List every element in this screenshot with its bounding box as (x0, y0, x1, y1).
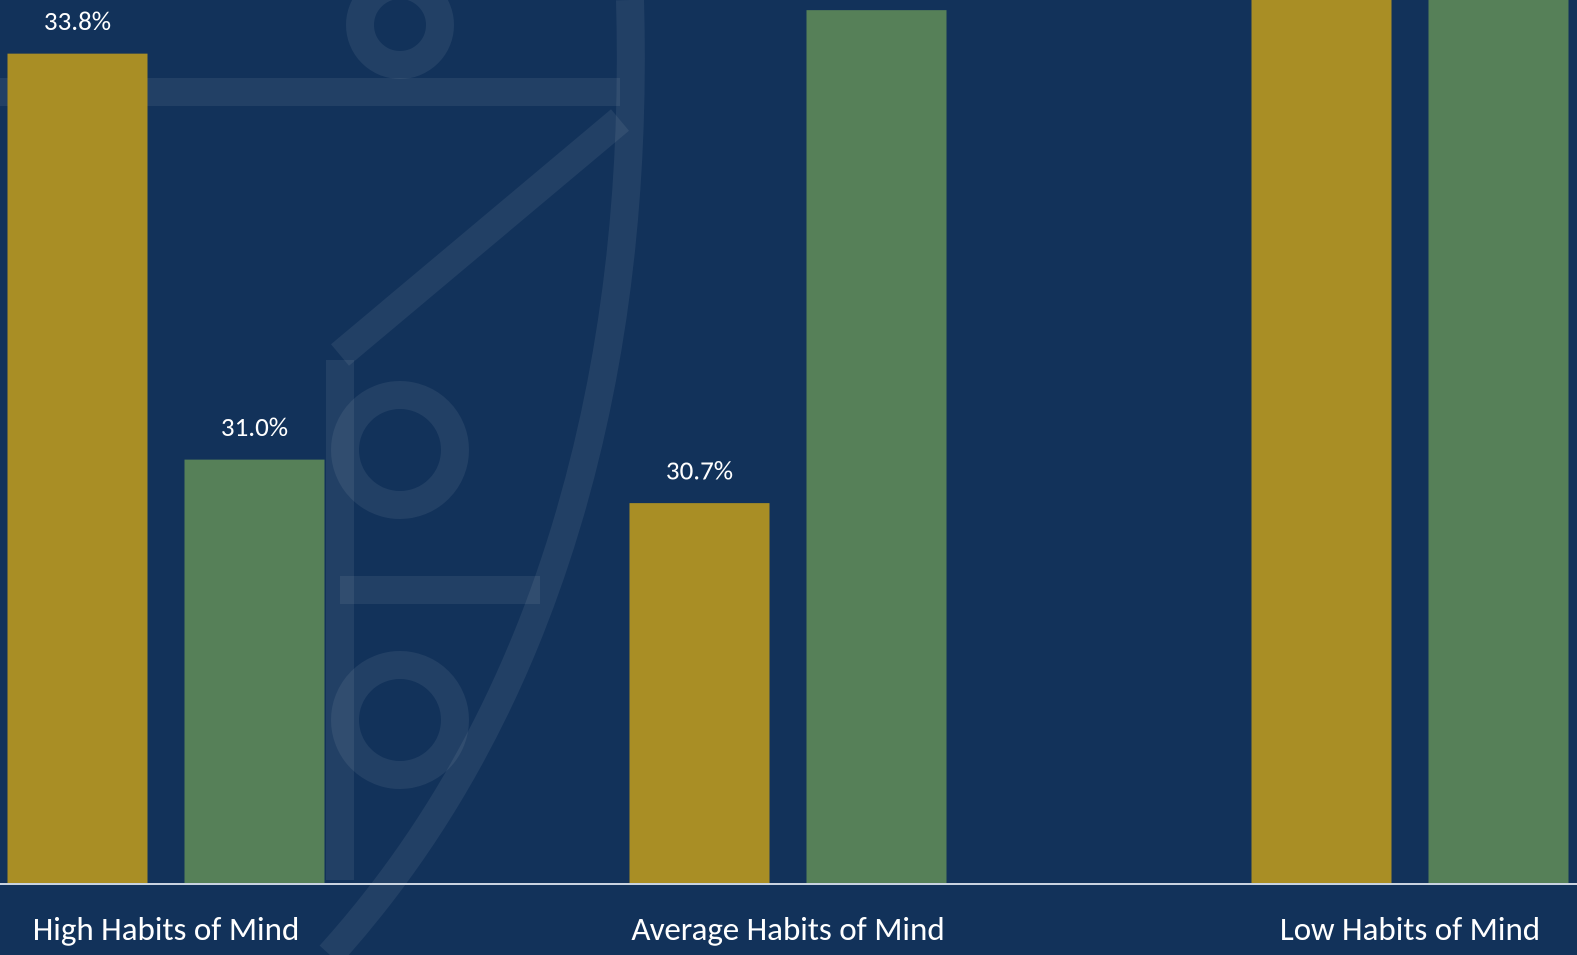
data-label: 30.7% (666, 455, 733, 488)
x-tick-label: Low Habits of Mind (1280, 909, 1540, 949)
data-label: 33.8% (44, 5, 111, 38)
bar (1428, 0, 1569, 883)
bar (7, 53, 148, 883)
bar (629, 503, 770, 883)
x-tick-label: High Habits of Mind (33, 909, 300, 949)
data-label: 31.0% (221, 411, 288, 444)
x-tick-label: Average Habits of Mind (631, 909, 944, 949)
bar (184, 459, 325, 883)
bar (806, 10, 947, 884)
bar (1251, 0, 1392, 883)
